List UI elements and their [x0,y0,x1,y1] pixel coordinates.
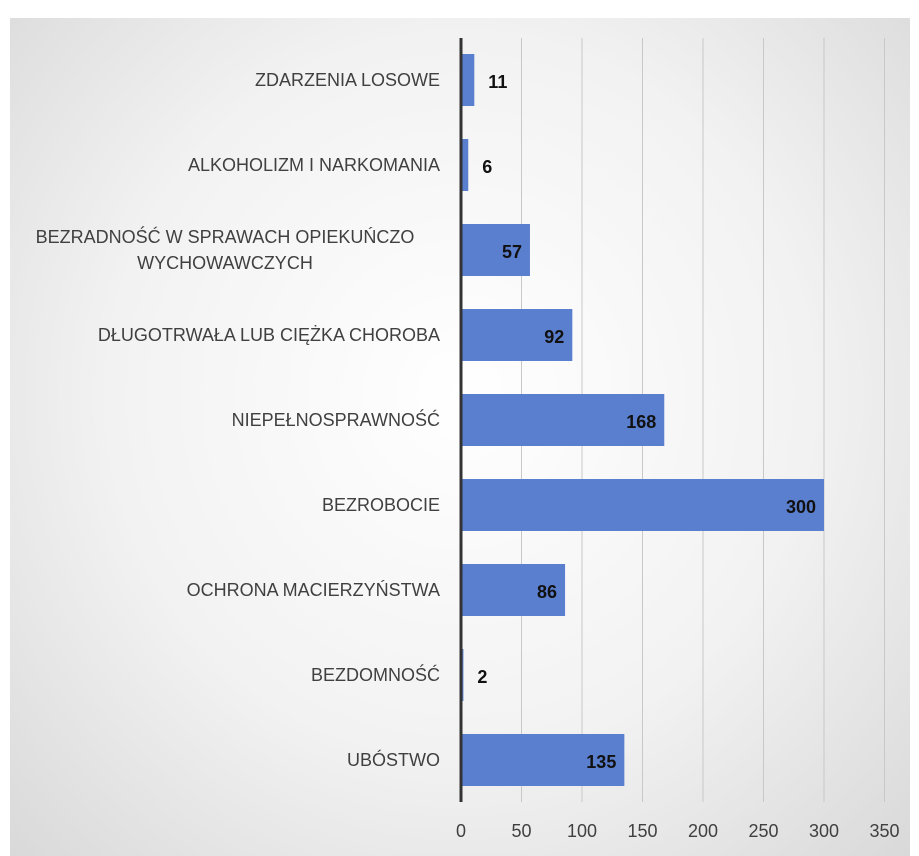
data-label: 6 [482,157,492,177]
data-label: 86 [537,582,557,602]
bar [461,309,573,361]
y-tick-label: BEZDOMNOŚĆ [310,665,440,685]
data-label: 92 [544,327,564,347]
category-label-box: UBÓSTWO [347,747,440,773]
x-tick-label: 50 [511,821,531,841]
bar [461,224,530,276]
y-tick-label: DŁUGOTRWAŁA LUB CIĘŻKA CHOROBA [97,325,440,345]
y-tick-label: BEZRADNOŚĆ W SPRAWACH OPIEKUŃCZO WYCHOWA… [35,227,415,273]
data-label: 57 [502,242,522,262]
y-tick-label: ALKOHOLIZM I NARKOMANIA [187,155,440,175]
bar [461,394,665,446]
data-label: 300 [786,497,816,517]
y-tick-label: OCHRONA MACIERZYŃSTWA [186,580,440,600]
x-tick-label: 250 [748,821,778,841]
data-label: 135 [586,752,616,772]
bar [461,479,824,531]
category-label-box: ALKOHOLIZM I NARKOMANIA [188,152,440,178]
bar [461,139,469,191]
x-tick-label: 300 [809,821,839,841]
data-label: 2 [477,667,487,687]
bar [461,54,475,106]
x-tick-label: 150 [627,821,657,841]
bar [461,564,566,616]
y-tick-label: ZDARZENIA LOSOWE [254,70,440,90]
category-label-box: NIEPEŁNOSPRAWNOŚĆ [232,407,440,433]
x-tick-label: 100 [567,821,597,841]
category-label-box: ZDARZENIA LOSOWE [255,67,440,93]
x-tick-label: 350 [869,821,899,841]
category-label-box: BEZRADNOŚĆ W SPRAWACH OPIEKUŃCZO WYCHOWA… [10,224,440,276]
category-label-box: BEZDOMNOŚĆ [311,662,440,688]
category-label-box: DŁUGOTRWAŁA LUB CIĘŻKA CHOROBA [98,322,440,348]
y-tick-label: BEZROBOCIE [321,495,440,515]
data-label: 168 [626,412,656,432]
category-label-box: OCHRONA MACIERZYŃSTWA [187,577,440,603]
bar [461,734,625,786]
x-tick-label: 0 [456,821,466,841]
y-tick-label: NIEPEŁNOSPRAWNOŚĆ [231,410,440,430]
data-label: 11 [488,72,507,92]
y-tick-label: UBÓSTWO [347,750,440,770]
x-tick-label: 200 [688,821,718,841]
category-label-box: BEZROBOCIE [322,492,440,518]
